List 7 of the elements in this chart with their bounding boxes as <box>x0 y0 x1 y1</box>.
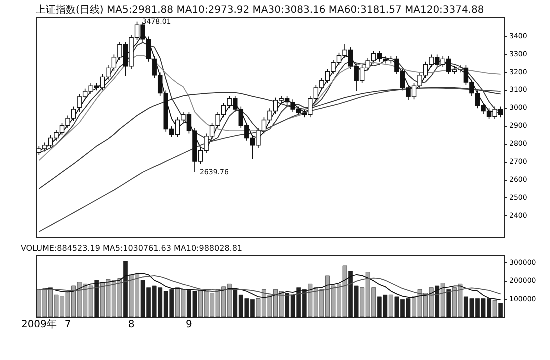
chart-title: 上证指数(日线) MA5:2981.88 MA10:2973.92 MA30:3083.16 MA60:3181.57 MA120:3374.88 <box>36 4 484 16</box>
x-tick-label: 8 <box>128 320 135 330</box>
x-tick-label: 7 <box>64 320 72 330</box>
line-series <box>38 276 502 296</box>
x-tick-label: 2009年 <box>21 318 57 330</box>
chart-title: VOLUME:884523.19 MA5:1030761.63 MA10:988028.81 <box>20 244 243 253</box>
x-tick-label: 9 <box>186 320 192 330</box>
